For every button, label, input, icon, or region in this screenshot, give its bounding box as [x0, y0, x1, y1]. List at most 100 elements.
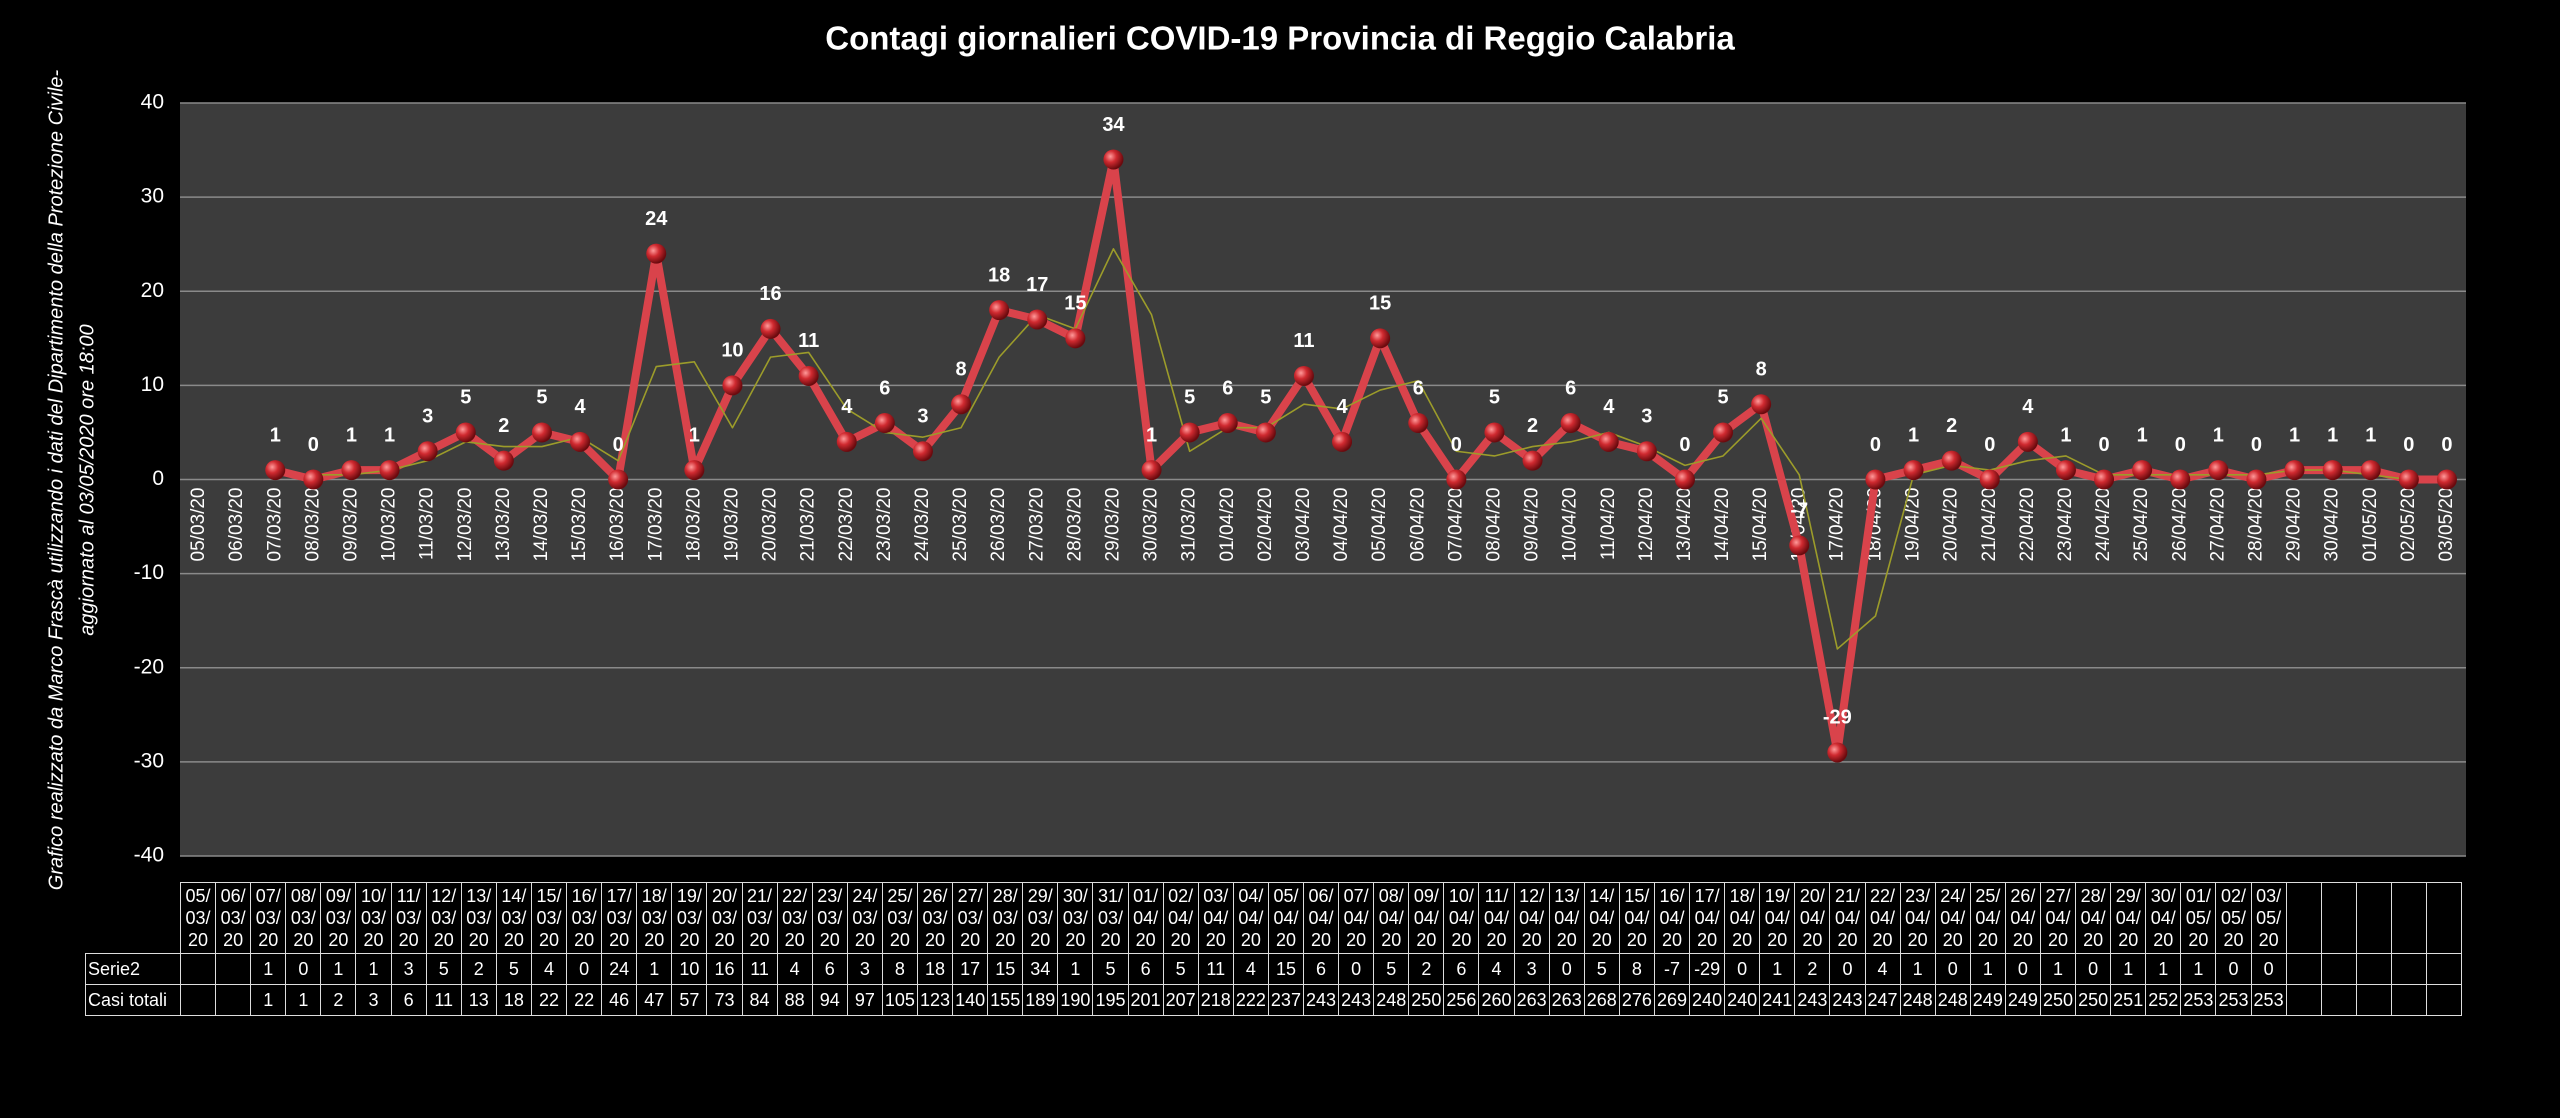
- data-label: 0: [308, 434, 319, 456]
- cell: 0: [566, 953, 603, 985]
- annotation: aggiornato al 03/05/2020 ore 18:00: [76, 324, 98, 635]
- cell: 1: [250, 984, 287, 1016]
- data-label: 18: [988, 264, 1010, 286]
- cell: 218: [1197, 984, 1234, 1016]
- cell: 5: [495, 953, 532, 985]
- cell: 6: [1302, 953, 1340, 985]
- cell: 11: [1197, 953, 1234, 985]
- y-tick-label: 20: [141, 279, 164, 302]
- data-label: 3: [422, 406, 433, 428]
- data-label: 1: [270, 424, 281, 446]
- marker: [1446, 469, 1467, 490]
- cell: 248: [1934, 984, 1971, 1016]
- cell: 15: [1267, 953, 1305, 985]
- header-cell: 26/04/20: [2004, 882, 2041, 954]
- cell: 8: [881, 953, 918, 985]
- data-label: 1: [2365, 424, 2376, 446]
- cell: 251: [2110, 984, 2147, 1016]
- header-cell: 03/04/20: [1197, 882, 1234, 954]
- data-label: 0: [1451, 434, 1462, 456]
- line: [313, 248, 2409, 650]
- marker: [1408, 413, 1429, 434]
- x-tick-label: 17/03/20: [645, 488, 666, 562]
- cell: [2285, 984, 2322, 1016]
- cell: 253: [2215, 984, 2252, 1016]
- cell: [2425, 953, 2463, 985]
- cell: [2425, 882, 2463, 954]
- cell: 0: [1829, 953, 1866, 985]
- data-label: 5: [536, 387, 547, 409]
- cell: 268: [1583, 984, 1620, 1016]
- header-cell: 08/03/20: [285, 882, 322, 954]
- cell: 1: [2039, 953, 2077, 985]
- data-label: 11: [798, 330, 819, 352]
- y-tick-label: 40: [141, 91, 164, 114]
- data-label: 2: [1946, 415, 1957, 437]
- x-tick-label: 23/04/20: [2055, 488, 2076, 562]
- y-tick-label: -10: [134, 561, 164, 584]
- x-tick-label: 28/03/20: [1064, 488, 1085, 562]
- x-tick-label: 11/04/20: [1598, 488, 1619, 561]
- data-label: -29: [1823, 707, 1852, 729]
- cell: 276: [1618, 984, 1655, 1016]
- cell: 18: [495, 984, 532, 1016]
- cell: 10: [671, 953, 708, 985]
- cell: 189: [1022, 984, 1059, 1016]
- cell: 15: [987, 953, 1024, 985]
- y-tick-label: -40: [134, 844, 164, 867]
- marker: [1903, 460, 1924, 481]
- marker: [1865, 469, 1886, 490]
- cell: 1: [1969, 953, 2006, 985]
- marker: [1179, 422, 1200, 443]
- header-cell: 30/04/20: [2145, 882, 2182, 954]
- x-tick-label: 14/04/20: [1712, 488, 1733, 562]
- data-label: 15: [1369, 293, 1391, 315]
- cell: 84: [741, 984, 778, 1016]
- cell: 4: [530, 953, 568, 985]
- x-tick-label: 24/04/20: [2093, 488, 2114, 562]
- header-cell: 24/04/20: [1934, 882, 1971, 954]
- marker: [1713, 422, 1734, 443]
- marker: [1293, 365, 1314, 386]
- header-cell: 07/04/20: [1338, 882, 1375, 954]
- cell: 269: [1653, 984, 1691, 1016]
- cell: 0: [1338, 953, 1375, 985]
- x-tick-label: 15/04/20: [1750, 488, 1771, 562]
- header-cell: 25/04/20: [1969, 882, 2006, 954]
- cell: 256: [1443, 984, 1480, 1016]
- cell: [179, 953, 217, 985]
- marker: [265, 460, 286, 481]
- header-row: 05/03/20 06/03/20 07/03/20 08/03/20 09/03/20…: [86, 882, 2463, 954]
- header-cell: 15/03/20: [530, 882, 568, 954]
- marker: [1370, 328, 1391, 349]
- data-label: 0: [1679, 434, 1690, 456]
- data-label: 8: [1756, 358, 1767, 380]
- marker: [1827, 742, 1848, 763]
- cell: 5: [1092, 953, 1129, 985]
- cell: 195: [1092, 984, 1129, 1016]
- cell: 250: [2075, 984, 2112, 1016]
- cell: 16: [706, 953, 743, 985]
- header-cell: 07/03/20: [250, 882, 287, 954]
- x-tick-label: 17/04/20: [1826, 488, 1847, 562]
- cell: 155: [987, 984, 1024, 1016]
- cell: 1: [2180, 953, 2217, 985]
- cell: 247: [1864, 984, 1901, 1016]
- marker: [1598, 431, 1619, 452]
- x-tick-label: 13/04/20: [1674, 488, 1695, 562]
- marker: [798, 365, 819, 386]
- cell: [2390, 882, 2428, 954]
- marker: [417, 441, 438, 462]
- x-tick-label: 31/03/20: [1179, 488, 1200, 562]
- cell: 123: [916, 984, 954, 1016]
- marker: [2398, 469, 2419, 490]
- cell: 2: [320, 984, 357, 1016]
- x-tick-label: 10/04/20: [1560, 488, 1581, 562]
- cell: 0: [2215, 953, 2252, 985]
- cell: [179, 984, 217, 1016]
- cell: 0: [1548, 953, 1585, 985]
- x-tick-label: 16/03/20: [607, 488, 628, 562]
- cell: 250: [2039, 984, 2077, 1016]
- header-cell: 14/04/20: [1583, 882, 1620, 954]
